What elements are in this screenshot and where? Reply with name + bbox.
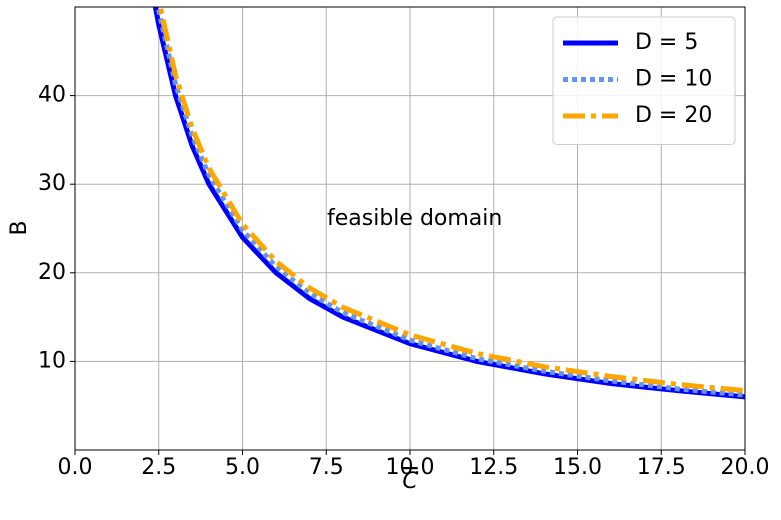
x-tick-label: 12.5: [469, 455, 518, 480]
axes-frame: [74, 6, 746, 451]
x-tick-label: 10.0: [386, 455, 435, 480]
y-tick-label: 10: [38, 348, 66, 373]
y-tick-label: 30: [38, 171, 66, 196]
y-tick-label: 40: [38, 83, 66, 108]
legend-label: D = 20: [635, 103, 712, 128]
x-tick-label: 17.5: [637, 455, 686, 480]
x-tick-label: 20.0: [721, 455, 770, 480]
series-line: [157, 7, 745, 394]
legend-label: D = 5: [635, 30, 698, 55]
x-axis-label: C: [402, 469, 418, 494]
series-line: [155, 7, 745, 398]
annotation: feasible domain: [327, 206, 502, 231]
x-tick-label: 15.0: [553, 455, 602, 480]
x-tick-label: 5.0: [225, 455, 260, 480]
legend-box: [552, 16, 736, 145]
y-axis-label: B: [7, 220, 32, 235]
plot-area: [152, 7, 745, 400]
series-line: [152, 7, 745, 400]
x-tick-label: 2.5: [141, 455, 176, 480]
y-tick-label: 20: [38, 260, 66, 285]
x-tick-label: 0.0: [58, 455, 93, 480]
legend-label: D = 10: [635, 67, 712, 92]
x-tick-label: 7.5: [309, 455, 344, 480]
